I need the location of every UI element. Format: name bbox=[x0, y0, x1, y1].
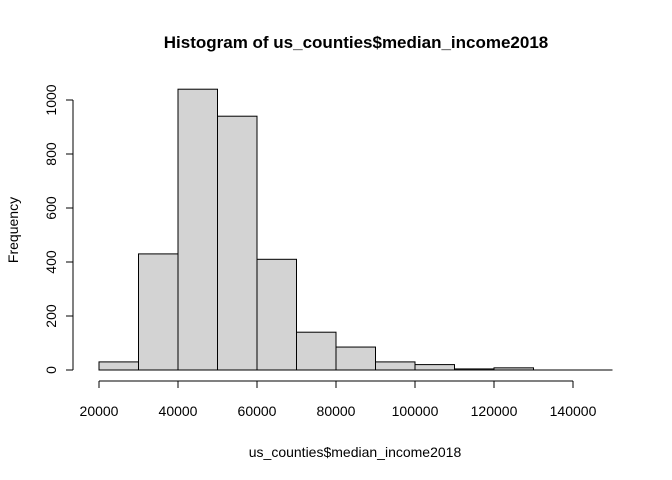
y-tick-label: 800 bbox=[43, 142, 59, 166]
histogram-bars bbox=[98, 88, 613, 371]
x-tick-label: 100000 bbox=[392, 403, 439, 419]
x-tick-label: 120000 bbox=[471, 403, 518, 419]
x-axis: 20000 40000 60000 80000 100000 120000 140000 bbox=[80, 380, 597, 419]
y-tick-label: 200 bbox=[43, 304, 59, 328]
x-axis-label: us_counties$median_income2018 bbox=[249, 444, 462, 460]
histogram-bar-4 bbox=[256, 258, 297, 371]
histogram-bar-5 bbox=[296, 331, 337, 371]
x-tick-label: 40000 bbox=[159, 403, 198, 419]
y-tick-label: 1000 bbox=[43, 84, 59, 115]
y-tick-label: 400 bbox=[43, 250, 59, 274]
histogram-bar-2 bbox=[177, 88, 218, 371]
x-tick-label: 80000 bbox=[317, 403, 356, 419]
histogram-bar-1 bbox=[138, 253, 179, 371]
histogram-bar-0 bbox=[98, 361, 139, 371]
x-tick-label: 140000 bbox=[550, 403, 597, 419]
y-axis-label: Frequency bbox=[5, 197, 21, 263]
chart-title: Histogram of us_counties$median_income20… bbox=[164, 33, 549, 52]
x-tick-label: 20000 bbox=[80, 403, 119, 419]
y-tick-label: 600 bbox=[43, 196, 59, 220]
histogram-bar-7 bbox=[375, 361, 416, 371]
histogram-bar-3 bbox=[217, 115, 258, 371]
y-tick-label: 0 bbox=[43, 366, 59, 374]
x-tick-label: 60000 bbox=[238, 403, 277, 419]
histogram-bar-8 bbox=[414, 364, 455, 371]
histogram-bar-6 bbox=[335, 346, 376, 371]
y-axis: 0 200 400 600 800 1000 bbox=[43, 84, 74, 374]
